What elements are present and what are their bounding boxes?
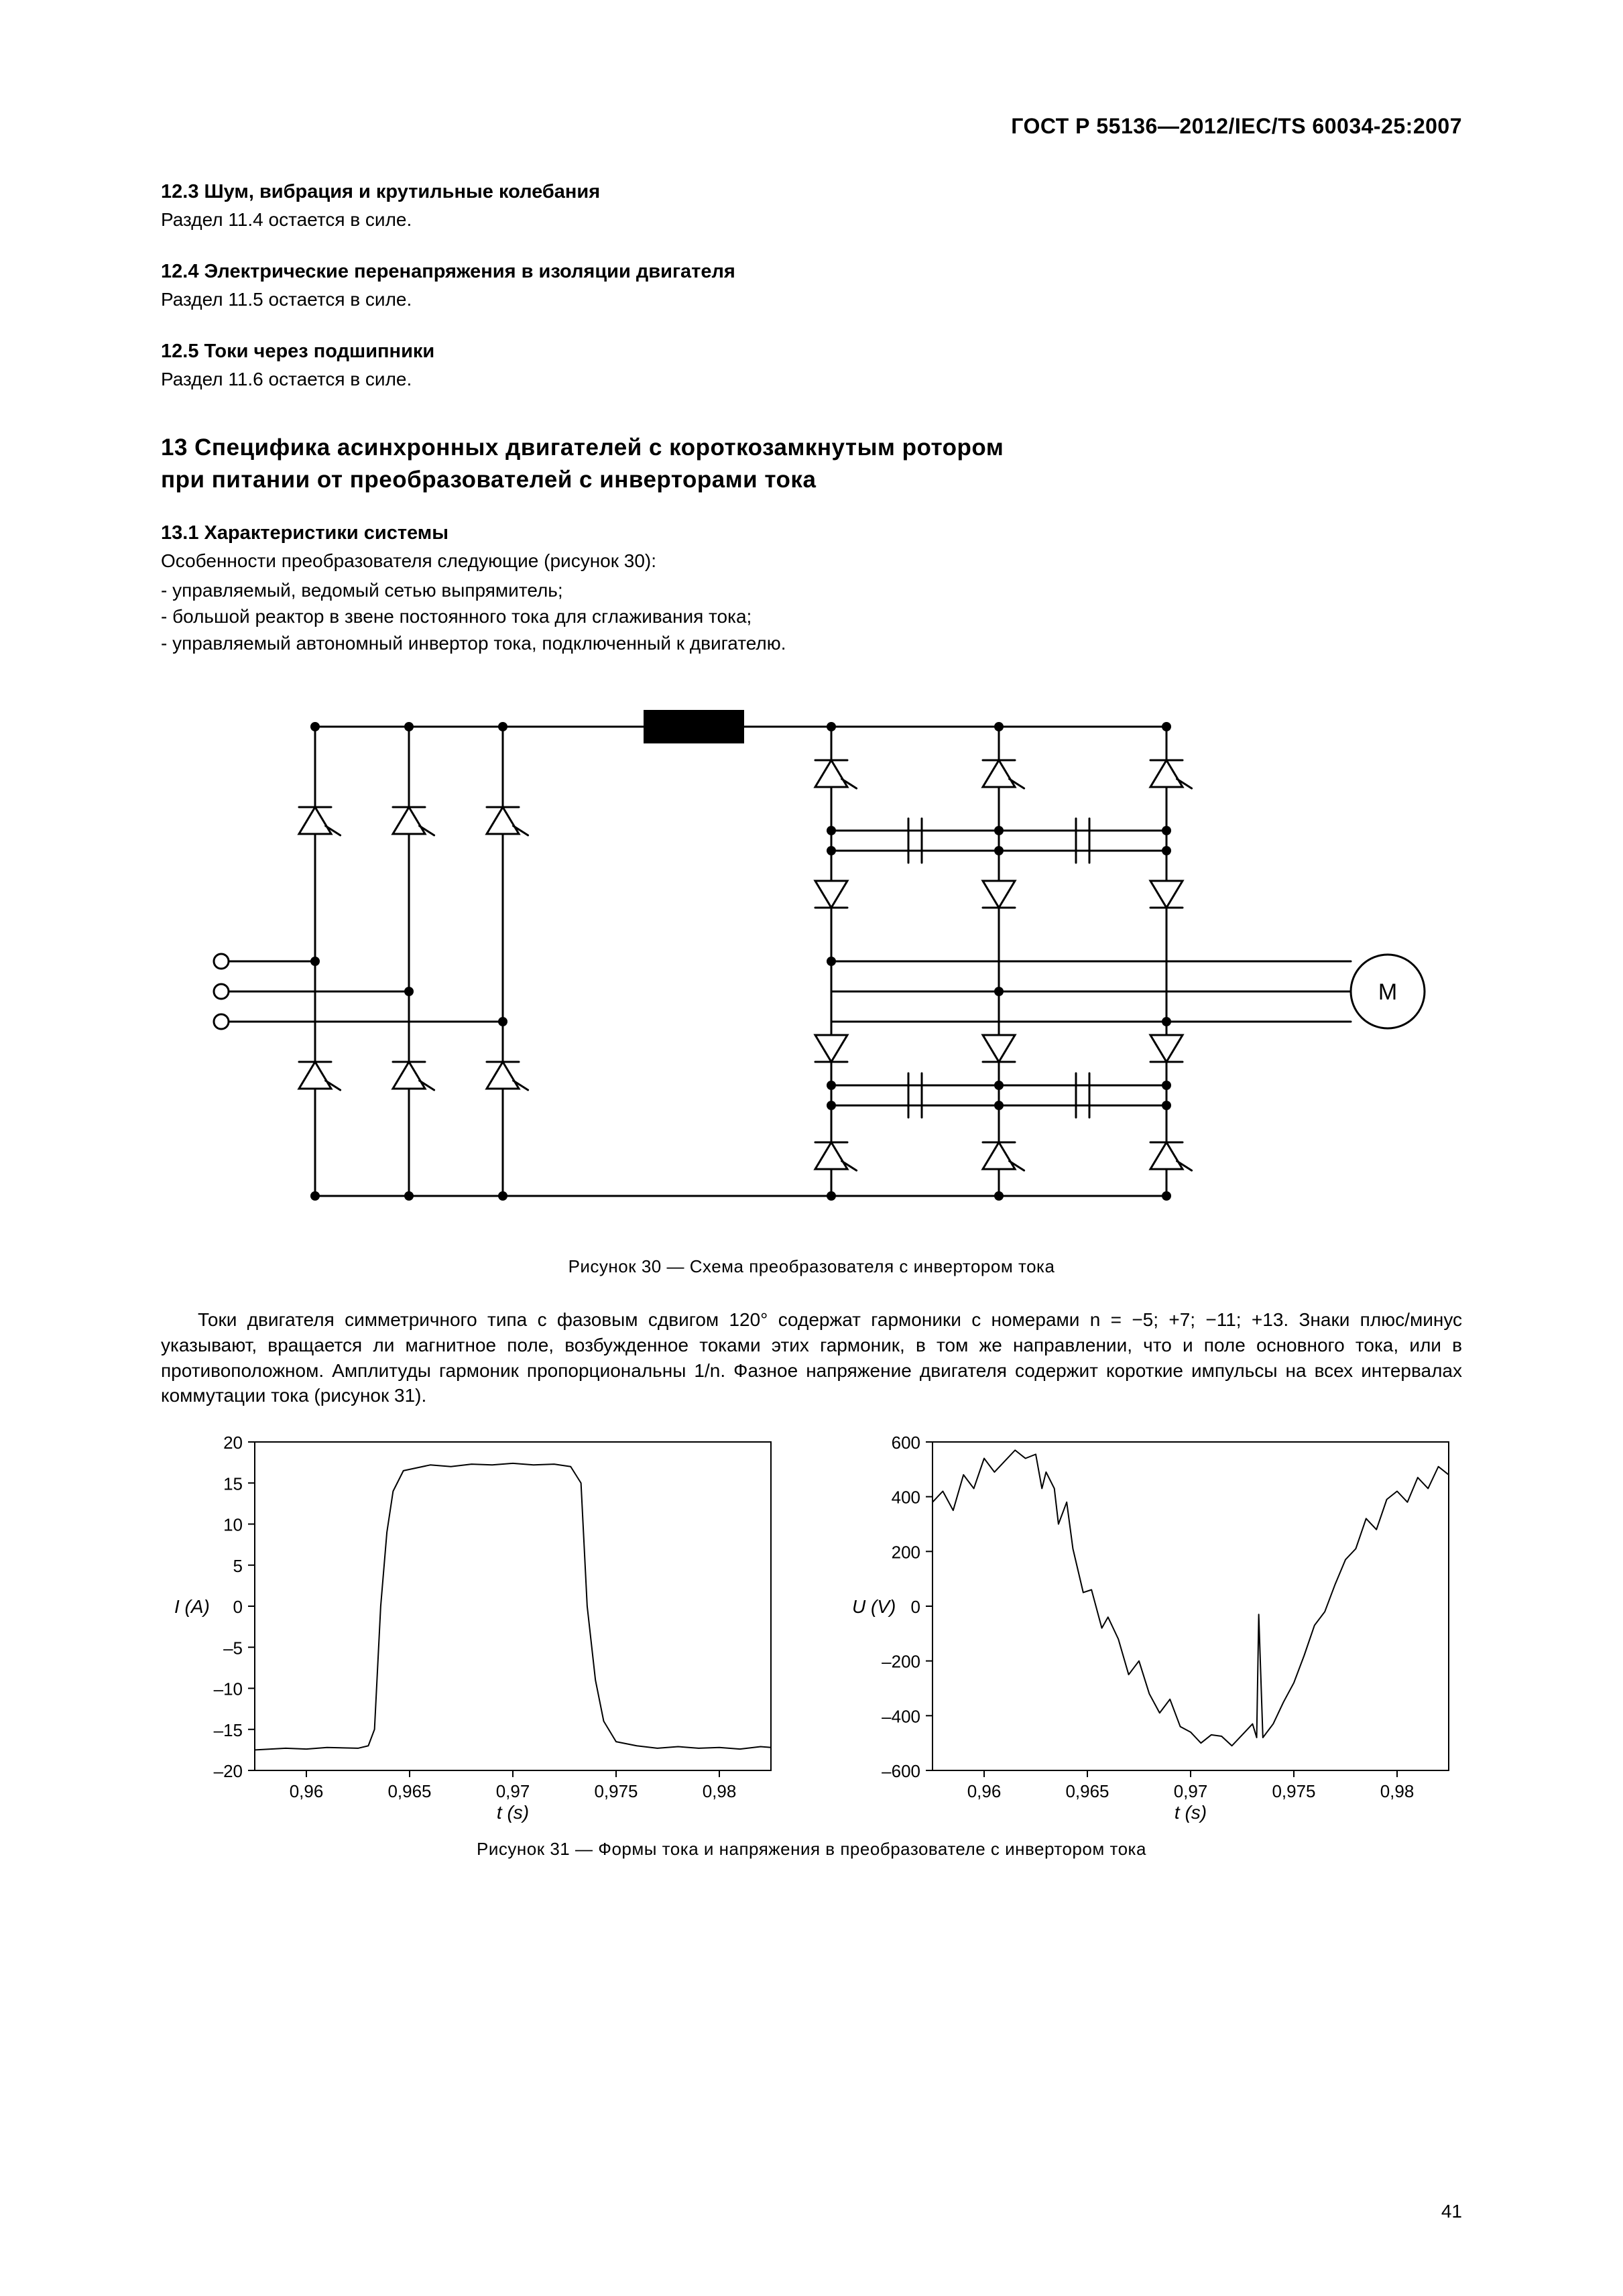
svg-text:I (A): I (A) [174, 1596, 210, 1617]
section-12-5-text: Раздел 11.6 остается в силе. [161, 367, 1462, 392]
svg-text:–15: –15 [214, 1720, 243, 1740]
section-13-1-intro: Особенности преобразователя следующие (р… [161, 548, 1462, 574]
svg-text:0,965: 0,965 [1065, 1781, 1109, 1801]
svg-text:0,96: 0,96 [967, 1781, 1002, 1801]
svg-text:–600: –600 [882, 1761, 920, 1781]
svg-text:t (s): t (s) [1175, 1802, 1207, 1823]
svg-text:400: 400 [892, 1488, 920, 1508]
svg-text:0,97: 0,97 [496, 1781, 530, 1801]
svg-text:M: M [1378, 979, 1397, 1005]
section-13-title: 13 Специфика асинхронных двигателей с ко… [161, 432, 1462, 495]
svg-text:–10: –10 [214, 1679, 243, 1699]
svg-text:t (s): t (s) [497, 1802, 529, 1823]
svg-text:–400: –400 [882, 1707, 920, 1727]
section-13-1-title: 13.1 Характеристики системы [161, 522, 1462, 544]
page-number: 41 [1441, 2201, 1462, 2222]
figure-31-caption: Рисунок 31 — Формы тока и напряжения в п… [161, 1839, 1462, 1860]
list-item: - управляемый автономный инвертор тока, … [161, 631, 1462, 656]
svg-text:0,975: 0,975 [1272, 1781, 1315, 1801]
section-13-title-line1: 13 Специфика асинхронных двигателей с ко… [161, 434, 1004, 461]
section-12-4-text: Раздел 11.5 остается в силе. [161, 287, 1462, 312]
section-12-4-title: 12.4 Электрические перенапряжения в изол… [161, 261, 1462, 283]
chart-current: –20 –15 –10 –5 0 5 10 15 20 0,96 0,965 0,97 0,975 0,9… [161, 1429, 784, 1831]
list-item: - большой реактор в звене постоянного то… [161, 604, 1462, 629]
section-12-3-text: Раздел 11.4 остается в силе. [161, 207, 1462, 233]
svg-text:U (V): U (V) [852, 1596, 896, 1617]
svg-text:0,98: 0,98 [703, 1781, 737, 1801]
page-header-standard: ГОСТ Р 55136—2012/IEC/TS 60034-25:2007 [1011, 114, 1462, 139]
svg-text:600: 600 [892, 1433, 920, 1453]
svg-text:0,965: 0,965 [387, 1781, 431, 1801]
figure-30-circuit: M [161, 686, 1462, 1236]
svg-text:5: 5 [233, 1556, 243, 1576]
svg-text:–200: –200 [882, 1652, 920, 1672]
svg-text:0,98: 0,98 [1380, 1781, 1415, 1801]
svg-text:–20: –20 [214, 1761, 243, 1781]
svg-text:20: 20 [223, 1433, 243, 1453]
svg-text:0,975: 0,975 [594, 1781, 638, 1801]
svg-text:10: 10 [223, 1515, 243, 1535]
section-12-3-title: 12.3 Шум, вибрация и крутильные колебани… [161, 181, 1462, 203]
figure-30-caption: Рисунок 30 — Схема преобразователя с инв… [161, 1256, 1462, 1277]
chart-voltage: –600 –400 –200 0 200 400 600 0,96 0,965 0,97 0,975… [839, 1429, 1462, 1831]
figure-31-charts: –20 –15 –10 –5 0 5 10 15 20 0,96 0,965 0,97 0,975 0,9… [161, 1429, 1462, 1831]
svg-text:0: 0 [233, 1597, 243, 1617]
paragraph-after-fig30: Токи двигателя симметричного типа с фазо… [161, 1307, 1462, 1408]
section-13-title-line2: при питании от преобразователей с инверт… [161, 467, 816, 493]
section-12-5-title: 12.5 Токи через подшипники [161, 341, 1462, 363]
svg-text:200: 200 [892, 1543, 920, 1563]
svg-text:0,97: 0,97 [1174, 1781, 1208, 1801]
svg-text:0,96: 0,96 [290, 1781, 324, 1801]
svg-text:–5: –5 [223, 1638, 243, 1658]
svg-text:15: 15 [223, 1474, 243, 1494]
list-item: - управляемый, ведомый сетью выпрямитель… [161, 578, 1462, 603]
svg-text:0: 0 [911, 1597, 920, 1617]
